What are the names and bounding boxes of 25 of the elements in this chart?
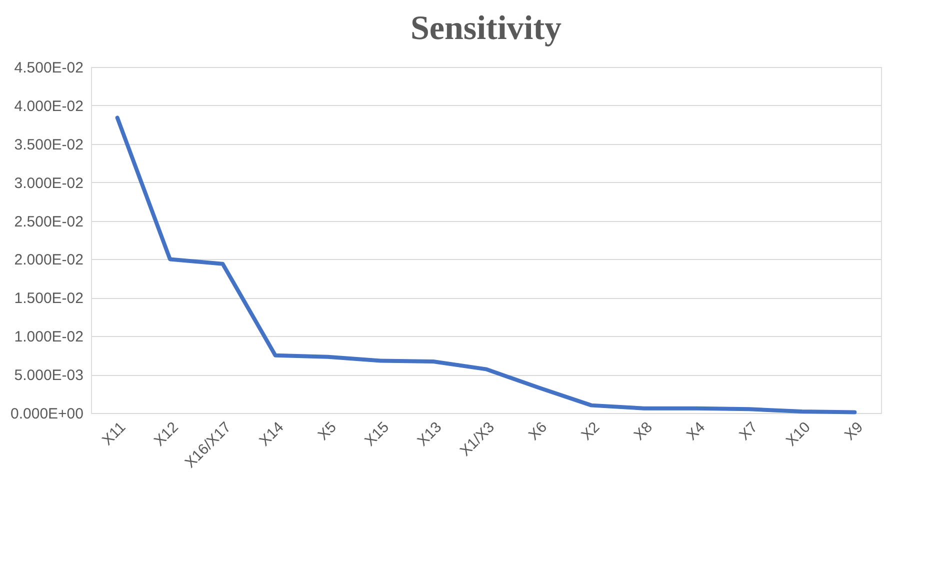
x-tick-label: X4 <box>683 418 708 444</box>
y-tick-label: 3.000E-02 <box>14 174 84 192</box>
y-tick-label: 1.000E-02 <box>14 328 84 346</box>
x-tick-label: X5 <box>314 418 340 444</box>
y-tick-label: 2.500E-02 <box>14 213 84 230</box>
y-tick-label: 4.500E-02 <box>14 60 84 76</box>
x-tick-label: X7 <box>736 418 762 444</box>
y-tick-label: 5.000E-03 <box>14 367 84 384</box>
chart-title: Sensitivity <box>410 10 562 47</box>
x-tick-label: X10 <box>782 418 814 450</box>
x-tick-label: X14 <box>256 418 288 450</box>
x-tick-label: X2 <box>578 418 604 444</box>
y-tick-label: 2.000E-02 <box>14 252 84 269</box>
line-series <box>115 116 857 414</box>
y-tick-label: 1.500E-02 <box>14 290 84 308</box>
x-tick-label: X8 <box>630 418 656 444</box>
y-tick-label: 3.500E-02 <box>14 136 84 154</box>
y-tick-label: 0.000E+00 <box>10 406 84 422</box>
x-tick-label: X13 <box>414 418 446 450</box>
x-tick-label: X6 <box>525 418 550 444</box>
x-tick-label: X9 <box>841 418 866 444</box>
y-tick-label: 4.000E-02 <box>14 98 84 115</box>
x-tick-label: X11 <box>99 418 130 449</box>
x-tick-label: X12 <box>150 418 182 450</box>
x-tick-label: X15 <box>362 418 392 450</box>
